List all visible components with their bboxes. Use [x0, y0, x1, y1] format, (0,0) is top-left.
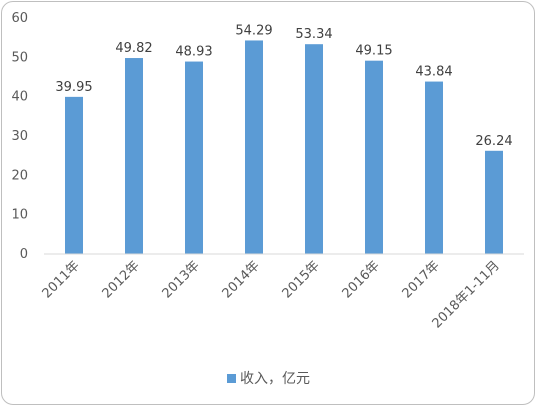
bar: [125, 58, 143, 254]
y-tick-label: 40: [11, 90, 28, 105]
x-tick-label: 2017年: [400, 258, 443, 301]
bar: [485, 150, 503, 254]
bar: [305, 44, 323, 254]
y-tick-label: 0: [20, 247, 28, 262]
data-label: 53.34: [295, 27, 332, 42]
x-tick-label: 2016年: [340, 258, 383, 301]
data-label: 49.82: [115, 41, 152, 56]
data-label: 54.29: [235, 23, 272, 38]
bar: [365, 60, 383, 254]
data-label: 49.15: [355, 44, 392, 59]
legend-label: 收入，亿元: [240, 371, 310, 387]
x-tick-label: 2014年: [220, 258, 263, 301]
y-tick-label: 20: [11, 168, 28, 183]
x-tick-label: 2012年: [100, 258, 143, 301]
legend-swatch: [227, 374, 236, 383]
x-tick-label: 2011年: [40, 258, 83, 301]
legend: 收入，亿元: [227, 371, 310, 387]
bar: [425, 81, 443, 254]
y-tick-label: 60: [11, 11, 28, 26]
data-label: 48.93: [175, 45, 212, 60]
y-axis: 0 10 20 30 40 50 60: [11, 11, 28, 262]
data-label: 43.84: [415, 65, 452, 80]
bar: [245, 40, 263, 254]
y-tick-label: 10: [11, 208, 28, 223]
y-tick-label: 30: [11, 129, 28, 144]
bar: [185, 61, 203, 255]
x-tick-label: 2013年: [160, 258, 203, 301]
bars: [65, 40, 503, 255]
data-label: 26.24: [475, 134, 512, 149]
data-labels: 39.95 49.82 48.93 54.29 53.34 49.15 43.84 26.24: [55, 23, 512, 148]
data-label: 39.95: [55, 80, 92, 95]
x-tick-label: 2015年: [280, 258, 323, 301]
x-axis: 2011年 2012年 2013年 2014年 2015年 2016年 2017年2018年…: [40, 258, 503, 331]
y-tick-label: 50: [11, 50, 28, 65]
bar: [65, 96, 83, 254]
